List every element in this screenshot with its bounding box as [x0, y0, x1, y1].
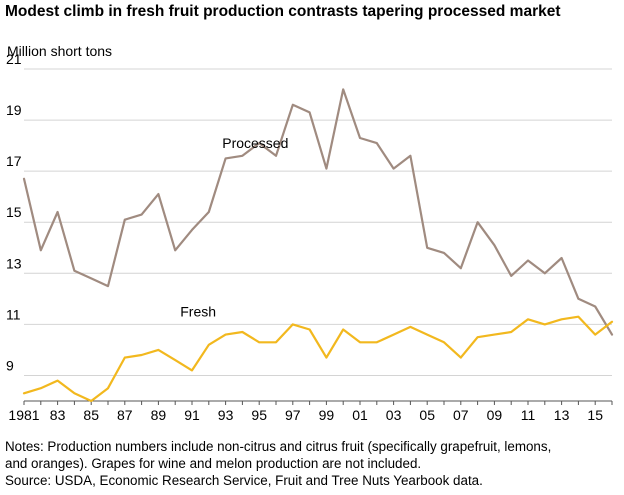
x-tick-label: 83: [50, 407, 66, 423]
x-tick-label: 1981: [8, 407, 39, 423]
x-tick-label: 07: [453, 407, 469, 423]
y-tick-label: 15: [6, 204, 22, 220]
chart-title: Modest climb in fresh fruit production c…: [5, 3, 561, 20]
x-tick-label: 91: [184, 407, 200, 423]
x-tick-label: 97: [285, 407, 301, 423]
series-labels: Processed Fresh: [180, 135, 288, 320]
x-tick-label: 09: [487, 407, 503, 423]
x-axis: 1981 83 85 87 89 91 93 95 97 99 01 03 05 07 09 11 13 15: [8, 400, 613, 423]
y-tick-label: 21: [6, 51, 22, 67]
y-tick-label: 19: [6, 102, 22, 118]
x-tick-label: 11: [521, 407, 536, 423]
x-tick-label: 01: [352, 407, 368, 423]
x-tick-label: 99: [319, 407, 335, 423]
series-line-fresh: [22, 315, 614, 403]
series-line-processed: [22, 88, 614, 336]
x-tick-label: 05: [419, 407, 435, 423]
x-tick-label: 13: [554, 407, 570, 423]
x-tick-label: 89: [151, 407, 167, 423]
gridlines: [24, 68, 612, 376]
y-tick-labels: 9 11 13 15 17 19 21: [6, 51, 22, 373]
x-tick-label: 85: [83, 407, 99, 423]
y-axis-unit-label: Million short tons: [7, 43, 113, 59]
x-tick-label: 93: [218, 407, 234, 423]
x-tick-label: 87: [117, 407, 133, 423]
x-tick-label: 03: [386, 407, 402, 423]
y-tick-label: 9: [6, 357, 14, 373]
notes-line-1: Notes: Production numbers include non-ci…: [5, 439, 552, 454]
notes-line-2: and oranges). Grapes for wine and melon …: [5, 456, 422, 471]
source-line: Source: USDA, Economic Research Service,…: [5, 473, 483, 488]
x-tick-label: 15: [587, 407, 603, 423]
y-tick-label: 11: [6, 306, 21, 322]
chart-notes: Notes: Production numbers include non-ci…: [5, 438, 617, 489]
series-label-processed: Processed: [222, 135, 288, 151]
y-tick-label: 13: [6, 255, 22, 271]
series-label-fresh: Fresh: [180, 304, 216, 320]
x-tick-label: 95: [251, 407, 267, 423]
series-lines: [22, 88, 614, 403]
y-tick-label: 17: [6, 153, 22, 169]
